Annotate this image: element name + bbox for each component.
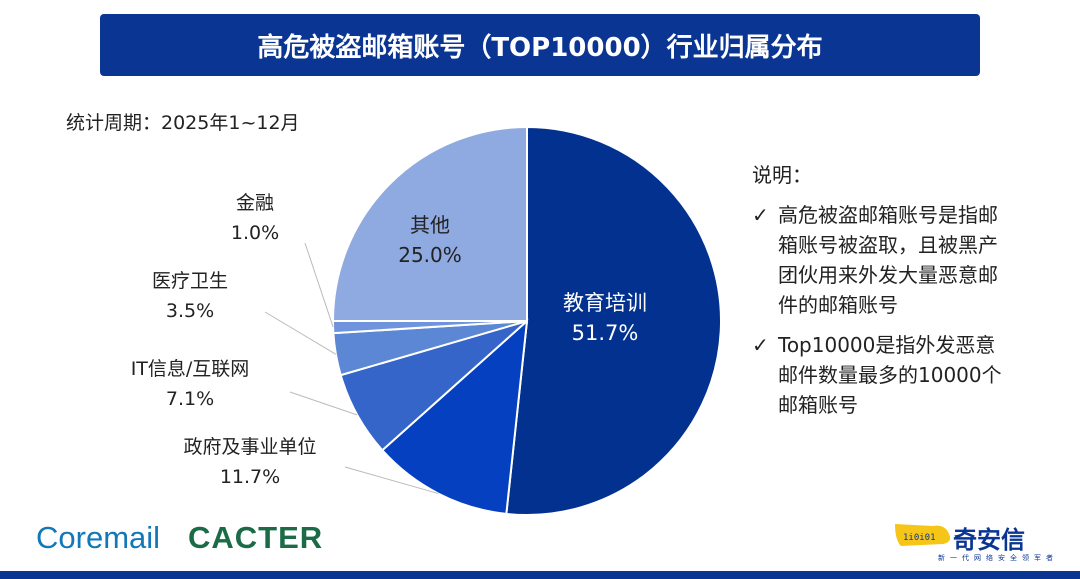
label-it: IT信息/互联网 7.1% xyxy=(130,358,250,410)
qianxin-logo: 1i0i01 奇安信 新一代网络安全领军者 xyxy=(893,520,1053,562)
pie-slice xyxy=(380,318,529,515)
leader-line xyxy=(289,391,358,416)
notes-heading: 说明： xyxy=(752,163,812,187)
note-item: ✓ 高危被盗邮箱账号是指邮箱账号被盗取，且被黑产团伙用来外发大量恶意邮件的邮箱账号 xyxy=(752,200,1012,320)
leader-line xyxy=(264,311,337,355)
check-icon: ✓ xyxy=(752,203,769,227)
notes-panel: 说明： ✓ 高危被盗邮箱账号是指邮箱账号被盗取，且被黑产团伙用来外发大量恶意邮件的… xyxy=(752,160,1012,430)
chart-title: 高危被盗邮箱账号（TOP10000）行业归属分布 xyxy=(100,14,980,76)
note-item: ✓ Top10000是指外发恶意邮件数量最多的10000个邮箱账号 xyxy=(752,330,1012,420)
leader-line xyxy=(304,242,334,328)
label-government: 政府及事业单位 11.7% xyxy=(183,436,317,488)
cacter-logo: CACTER xyxy=(188,520,324,555)
pie-slice xyxy=(505,125,722,516)
label-other: 其他 25.0% xyxy=(398,213,462,267)
label-medical: 医疗卫生 3.5% xyxy=(151,270,228,322)
tiger-icon: 1i0i01 xyxy=(895,524,951,546)
label-education: 教育培训 51.7% xyxy=(563,291,647,345)
bottom-bar xyxy=(0,571,1080,579)
period-label: 统计周期：2025年1~12月 xyxy=(66,112,300,134)
svg-text:1i0i01: 1i0i01 xyxy=(903,533,936,543)
label-finance: 金融 1.0% xyxy=(230,192,280,244)
leader-line xyxy=(344,466,439,495)
pie-slice xyxy=(331,125,528,322)
check-icon: ✓ xyxy=(752,333,769,357)
coremail-logo: Coremail xyxy=(36,520,161,555)
